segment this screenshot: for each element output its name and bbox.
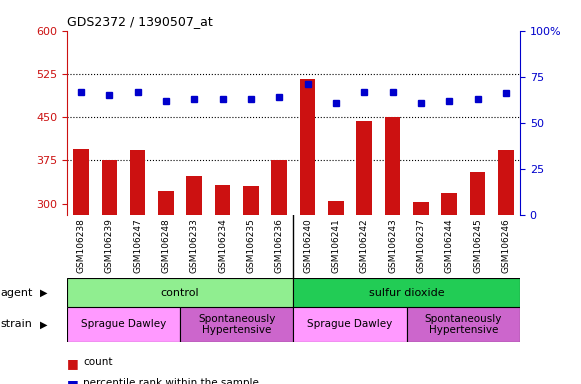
Text: control: control bbox=[161, 288, 199, 298]
Bar bbox=[130, 150, 145, 215]
Text: GSM106242: GSM106242 bbox=[360, 218, 369, 273]
Text: sulfur dioxide: sulfur dioxide bbox=[369, 288, 444, 298]
Bar bbox=[293, 278, 520, 307]
Bar bbox=[215, 185, 231, 215]
Bar bbox=[102, 160, 117, 215]
Text: percentile rank within the sample: percentile rank within the sample bbox=[83, 378, 259, 384]
Text: Sprague Dawley: Sprague Dawley bbox=[307, 319, 393, 329]
Bar bbox=[243, 186, 259, 215]
Bar bbox=[469, 172, 485, 215]
Bar bbox=[271, 161, 287, 215]
Text: GDS2372 / 1390507_at: GDS2372 / 1390507_at bbox=[67, 15, 213, 28]
Text: count: count bbox=[83, 357, 113, 367]
Text: GSM106236: GSM106236 bbox=[275, 218, 284, 273]
Text: ■: ■ bbox=[67, 357, 78, 370]
Bar bbox=[293, 307, 407, 342]
Text: GSM106248: GSM106248 bbox=[162, 218, 170, 273]
Text: GSM106233: GSM106233 bbox=[190, 218, 199, 273]
Bar bbox=[356, 121, 372, 215]
Text: GSM106246: GSM106246 bbox=[501, 218, 510, 273]
Bar bbox=[407, 307, 520, 342]
Bar bbox=[158, 191, 174, 215]
Bar bbox=[187, 177, 202, 215]
Text: GSM106239: GSM106239 bbox=[105, 218, 114, 273]
Text: ■: ■ bbox=[67, 378, 78, 384]
Text: GSM106234: GSM106234 bbox=[218, 218, 227, 273]
Bar bbox=[73, 149, 89, 215]
Text: agent: agent bbox=[0, 288, 33, 298]
Text: Spontaneously
Hypertensive: Spontaneously Hypertensive bbox=[198, 314, 275, 335]
Text: GSM106235: GSM106235 bbox=[246, 218, 256, 273]
Text: strain: strain bbox=[0, 319, 32, 329]
Text: GSM106237: GSM106237 bbox=[417, 218, 425, 273]
Bar bbox=[442, 193, 457, 215]
Text: GSM106240: GSM106240 bbox=[303, 218, 312, 273]
Text: ▶: ▶ bbox=[40, 319, 47, 329]
Bar bbox=[67, 278, 293, 307]
Text: GSM106241: GSM106241 bbox=[331, 218, 340, 273]
Bar bbox=[300, 78, 315, 215]
Text: Sprague Dawley: Sprague Dawley bbox=[81, 319, 166, 329]
Bar bbox=[413, 202, 429, 215]
Text: GSM106243: GSM106243 bbox=[388, 218, 397, 273]
Bar bbox=[328, 200, 344, 215]
Text: ▶: ▶ bbox=[40, 288, 47, 298]
Text: GSM106245: GSM106245 bbox=[473, 218, 482, 273]
Text: GSM106238: GSM106238 bbox=[77, 218, 85, 273]
Bar bbox=[67, 307, 180, 342]
Text: Spontaneously
Hypertensive: Spontaneously Hypertensive bbox=[425, 314, 502, 335]
Bar bbox=[498, 150, 514, 215]
Text: GSM106244: GSM106244 bbox=[444, 218, 454, 273]
Text: GSM106247: GSM106247 bbox=[133, 218, 142, 273]
Bar bbox=[180, 307, 293, 342]
Bar bbox=[385, 117, 400, 215]
